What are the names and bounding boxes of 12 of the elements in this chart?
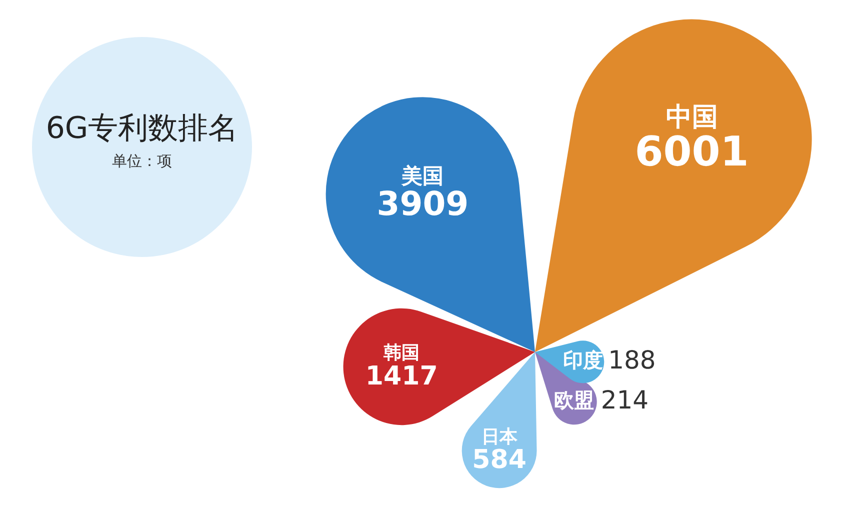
- data-label: 584: [472, 445, 526, 476]
- data-label: 1417: [365, 361, 438, 392]
- data-label: 214: [600, 385, 649, 414]
- text: 单位：项: [111, 152, 173, 171]
- category-label: 日本: [481, 426, 518, 448]
- category-label: 中国: [666, 102, 718, 133]
- category-label: 欧盟: [554, 388, 594, 412]
- category-label: 印度: [562, 348, 603, 372]
- category-label: 韩国: [382, 342, 420, 364]
- data-label: 188: [608, 345, 656, 374]
- category-label: 美国: [400, 164, 444, 188]
- text: 6G专利数排名: [44, 110, 240, 148]
